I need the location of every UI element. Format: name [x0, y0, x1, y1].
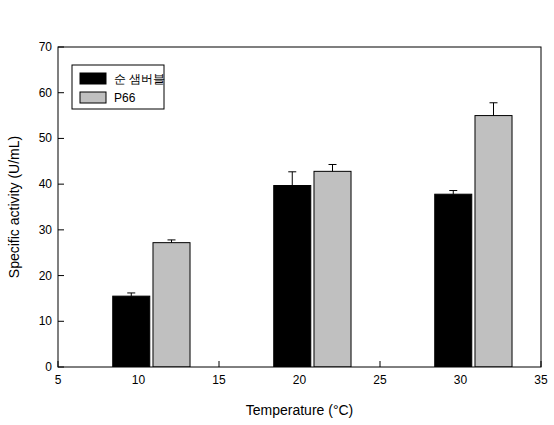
bar — [475, 116, 512, 367]
x-tick — [460, 361, 461, 367]
error-cap — [288, 171, 296, 172]
y-tick — [58, 321, 64, 322]
bar — [274, 186, 311, 367]
error-cap — [329, 164, 337, 165]
x-tick — [219, 361, 220, 367]
error-bar — [490, 103, 498, 116]
error-bar — [127, 293, 135, 296]
x-tick-label: 20 — [293, 373, 307, 387]
x-tick-label: 30 — [454, 373, 468, 387]
chart: 0 10 20 30 40 50 60 70 5 10 15 20 25 30 35 Temperature … — [0, 0, 554, 425]
y-tick — [58, 184, 64, 185]
y-tick — [58, 275, 64, 276]
y-tick-label: 0 — [45, 360, 52, 374]
error-stem — [332, 164, 333, 171]
x-axis-label: Temperature (°C) — [246, 402, 354, 418]
x-tick — [58, 361, 59, 367]
error-bar — [329, 164, 337, 171]
error-bar — [288, 172, 296, 186]
y-tick-label: 60 — [39, 86, 53, 100]
x-tick-label: 25 — [373, 373, 387, 387]
x-tick-label: 35 — [534, 373, 548, 387]
bar — [153, 243, 190, 367]
plot-frame — [58, 47, 541, 367]
legend-swatch — [80, 73, 106, 84]
y-tick — [58, 229, 64, 230]
y-tick-label: 70 — [39, 40, 53, 54]
chart-root: 0 10 20 30 40 50 60 70 5 10 15 20 25 30 35 Temperature … — [0, 0, 554, 425]
y-tick-label: 40 — [39, 177, 53, 191]
bar — [113, 296, 150, 367]
error-stem — [493, 103, 494, 116]
error-cap — [168, 239, 176, 240]
legend-label: P66 — [114, 91, 136, 105]
x-tick-label: 5 — [55, 373, 62, 387]
x-tick — [138, 361, 139, 367]
y-tick-label: 20 — [39, 269, 53, 283]
error-cap — [490, 102, 498, 103]
y-axis-label: Specific activity (U/mL) — [6, 136, 22, 278]
y-tick-label: 30 — [39, 223, 53, 237]
error-stem — [292, 172, 293, 186]
x-tick-label: 10 — [132, 373, 146, 387]
y-tick-label: 50 — [39, 131, 53, 145]
error-bar — [449, 191, 457, 195]
error-cap — [449, 190, 457, 191]
x-tick — [541, 361, 542, 367]
x-tick-label: 15 — [212, 373, 226, 387]
bar — [314, 171, 351, 367]
y-tick-label: 10 — [39, 314, 53, 328]
y-tick — [58, 367, 64, 368]
x-tick — [380, 361, 381, 367]
error-cap — [127, 292, 135, 293]
legend: 순 샘버블 P66 — [72, 65, 165, 109]
legend-swatch — [80, 92, 106, 103]
bar — [435, 194, 472, 367]
error-bar — [168, 240, 176, 243]
bars — [113, 103, 512, 367]
x-tick — [299, 361, 300, 367]
y-tick — [58, 47, 64, 48]
error-stem — [453, 191, 454, 195]
legend-label: 순 샘버블 — [114, 72, 165, 86]
y-tick — [58, 92, 64, 93]
y-tick — [58, 138, 64, 139]
